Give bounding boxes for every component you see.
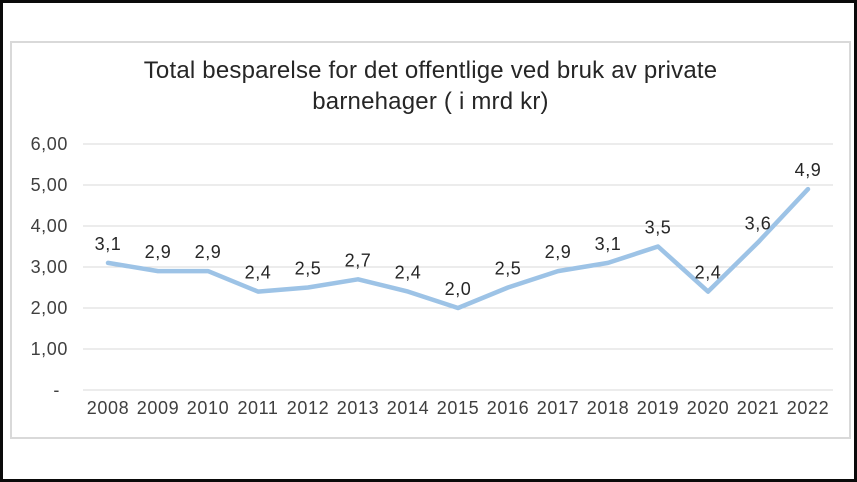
point-label: 2,4 (245, 263, 272, 283)
point-label: 3,6 (745, 213, 772, 233)
y-tick-label: 5,00 (31, 175, 68, 195)
x-tick-label: 2018 (587, 398, 629, 418)
y-tick-label: 6,00 (31, 134, 68, 154)
point-label: 2,7 (345, 250, 372, 270)
point-label: 4,9 (795, 160, 822, 180)
x-tick-label: 2019 (637, 398, 679, 418)
point-label: 2,9 (145, 242, 172, 262)
point-label: 3,1 (95, 234, 122, 254)
chart-area: Total besparelse for det offentlige ved … (10, 41, 851, 439)
x-tick-label: 2017 (537, 398, 579, 418)
x-tick-label: 2021 (737, 398, 779, 418)
x-tick-label: 2010 (187, 398, 229, 418)
x-tick-label: 2022 (787, 398, 829, 418)
x-tick-label: 2014 (387, 398, 429, 418)
y-tick-label: 3,00 (31, 257, 68, 277)
x-tick-label: 2015 (437, 398, 479, 418)
point-label: 3,1 (595, 234, 622, 254)
x-tick-label: 2009 (137, 398, 179, 418)
line-chart-svg: 6,00 5,00 4,00 3,00 2,00 1,00 - 2008 2009 2010 201… (31, 134, 833, 418)
x-tick-label: 2011 (237, 398, 278, 418)
point-label: 2,9 (545, 242, 572, 262)
point-label: 2,5 (295, 259, 322, 279)
point-label: 2,0 (445, 279, 472, 299)
y-tick-label: 4,00 (31, 216, 68, 236)
x-tick-label: 2008 (87, 398, 129, 418)
x-tick-label: 2012 (287, 398, 329, 418)
point-label: 2,9 (195, 242, 222, 262)
point-label: 2,4 (695, 263, 722, 283)
x-tick-label: 2016 (487, 398, 529, 418)
y-tick-label: 1,00 (31, 339, 68, 359)
x-tick-label: 2013 (337, 398, 379, 418)
y-tick-label: 2,00 (31, 298, 68, 318)
series-line (105, 186, 811, 311)
point-label: 2,4 (395, 263, 422, 283)
x-tick-label: 2020 (687, 398, 729, 418)
chart-title-text: Total besparelse for det offentlige ved … (143, 57, 718, 115)
chart-title: Total besparelse for det offentlige ved … (12, 55, 849, 117)
point-label: 3,5 (645, 218, 672, 238)
point-label: 2,5 (495, 259, 522, 279)
y-tick-label: - (53, 380, 60, 400)
